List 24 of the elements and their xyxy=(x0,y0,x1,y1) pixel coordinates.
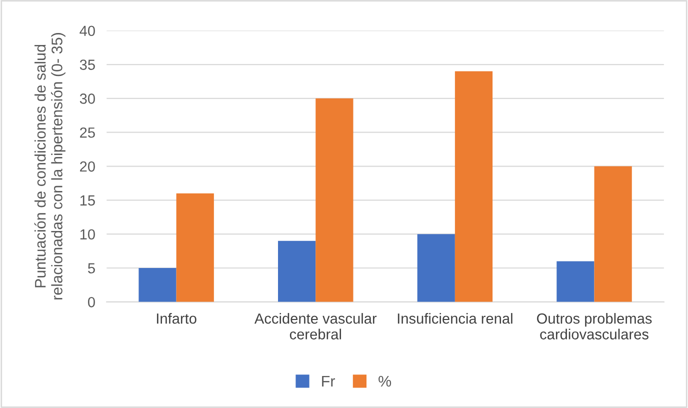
x-tick-label: Infarto xyxy=(156,313,196,324)
y-axis-title: Puntuación de condiciones de salud relacionadas con la hipertensión (0- 35) xyxy=(34,33,66,300)
bar xyxy=(594,166,632,302)
y-tick-label: 40 xyxy=(80,26,95,36)
x-tick-label: Insuficiencia renal xyxy=(398,313,512,324)
y-tick-label: 15 xyxy=(80,195,95,206)
legend-label: % xyxy=(378,376,392,387)
x-tick-label: Accidente vascular cerebral xyxy=(254,313,377,340)
y-tick-label: 30 xyxy=(80,94,95,104)
y-tick-label: 5 xyxy=(88,263,95,274)
y-tick-label: 0 xyxy=(88,297,95,308)
bar xyxy=(278,240,316,302)
y-tick-label: 20 xyxy=(80,161,95,172)
bar xyxy=(138,268,176,302)
bar xyxy=(417,234,455,302)
x-tick-label: Outros problemas cardiovasculares xyxy=(537,313,652,340)
bar xyxy=(316,98,354,302)
y-tick-label: 35 xyxy=(80,60,95,70)
y-tick-label: 10 xyxy=(80,229,95,240)
bar xyxy=(556,261,594,302)
y-tick-label: 25 xyxy=(80,127,95,138)
bar xyxy=(454,71,493,302)
legend-label: Fr xyxy=(322,376,335,386)
bar xyxy=(176,193,214,302)
